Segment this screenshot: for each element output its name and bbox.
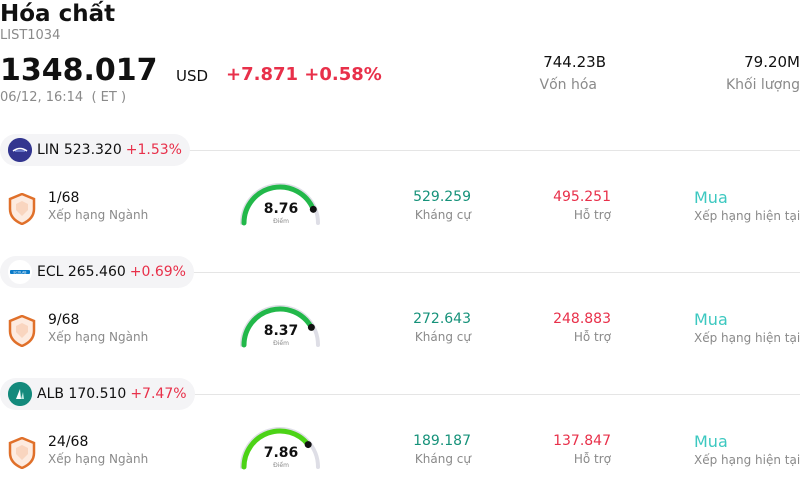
industry-rank: 9/68 xyxy=(48,312,80,328)
stock-row-alb[interactable]: 24/68 Xếp hạng Ngành 7.86 Điểm 189.187 K… xyxy=(0,425,800,485)
stock-ticker-price: ECL 265.460 xyxy=(37,264,126,280)
support-label: Hỗ trợ xyxy=(573,330,611,344)
resistance-value: 529.259 xyxy=(413,189,471,205)
current-rating-label: Xếp hạng hiện tại xyxy=(694,331,800,345)
industry-rank: 1/68 xyxy=(48,190,80,206)
score-label: Điểm xyxy=(273,462,289,469)
stock-ticker-price: LIN 523.320 xyxy=(37,142,122,158)
stock-change-pct: +1.53% xyxy=(125,142,182,158)
current-rating-label: Xếp hạng hiện tại xyxy=(694,209,800,223)
section-divider xyxy=(0,150,800,151)
rank-shield-icon xyxy=(8,315,36,347)
current-rating-label: Xếp hạng hiện tại xyxy=(694,453,800,467)
industry-rank-label: Xếp hạng Ngành xyxy=(48,452,149,466)
stock-row-ecl[interactable]: 9/68 Xếp hạng Ngành 8.37 Điểm 272.643 Kh… xyxy=(0,303,800,363)
volume-label: Khối lượng xyxy=(725,77,800,93)
score-gauge-arc xyxy=(241,428,311,470)
stock-change-pct: +7.47% xyxy=(130,386,187,402)
support-label: Hỗ trợ xyxy=(573,208,611,222)
market-cap-value: 744.23B xyxy=(543,53,606,71)
index-code: LIST1034 xyxy=(0,28,61,43)
support-value: 495.251 xyxy=(553,189,611,205)
section-divider xyxy=(0,272,800,273)
albemarle-logo-icon xyxy=(8,382,32,406)
resistance-value: 272.643 xyxy=(413,311,471,327)
market-cap-label: Vốn hóa xyxy=(539,77,597,93)
score-gauge xyxy=(240,305,320,348)
support-value: 137.847 xyxy=(553,433,611,449)
industry-rank: 24/68 xyxy=(48,434,89,450)
score-gauge xyxy=(240,183,320,226)
current-rating: Mua xyxy=(694,432,728,451)
score-gauge-arc xyxy=(241,306,314,348)
score-gauge xyxy=(240,427,320,470)
industry-rank-label: Xếp hạng Ngành xyxy=(48,330,149,344)
page-title: Hóa chất xyxy=(0,1,116,27)
section-divider xyxy=(0,394,800,395)
score-value: 7.86 xyxy=(263,445,299,461)
score-label: Điểm xyxy=(273,218,289,225)
timestamp: 06/12, 16:14 ( ET ) xyxy=(0,90,127,105)
stock-row-lin[interactable]: 1/68 Xếp hạng Ngành 8.76 Điểm 529.259 Kh… xyxy=(0,181,800,241)
resistance-label: Kháng cự xyxy=(414,452,471,466)
linde-logo-icon xyxy=(8,138,32,162)
price-change: +7.871 +0.58% xyxy=(226,64,382,85)
resistance-value: 189.187 xyxy=(413,433,471,449)
stock-pill-alb[interactable]: ALB 170.510 +7.47% xyxy=(0,378,195,410)
score-value: 8.37 xyxy=(263,323,299,339)
rank-shield-icon xyxy=(8,437,36,469)
industry-rank-label: Xếp hạng Ngành xyxy=(48,208,149,222)
index-price: 1348.017 xyxy=(0,53,158,88)
resistance-label: Kháng cự xyxy=(414,208,471,222)
support-label: Hỗ trợ xyxy=(573,452,611,466)
stock-pill-ecl[interactable]: ECOLAB ECL 265.460 +0.69% xyxy=(0,256,194,288)
score-label: Điểm xyxy=(273,340,289,347)
score-gauge-marker xyxy=(304,441,312,449)
resistance-label: Kháng cự xyxy=(414,330,471,344)
ecolab-logo-icon: ECOLAB xyxy=(8,260,32,284)
currency-label: USD xyxy=(176,67,209,85)
rank-shield-icon xyxy=(8,193,36,225)
current-rating: Mua xyxy=(694,310,728,329)
svg-text:ECOLAB: ECOLAB xyxy=(14,270,27,274)
stock-pill-lin[interactable]: LIN 523.320 +1.53% xyxy=(0,134,190,166)
score-gauge-arc xyxy=(241,184,316,226)
volume-value: 79.20M xyxy=(744,53,800,71)
support-value: 248.883 xyxy=(553,311,611,327)
score-gauge-marker xyxy=(307,323,315,331)
score-value: 8.76 xyxy=(263,201,299,217)
stock-change-pct: +0.69% xyxy=(129,264,186,280)
stock-ticker-price: ALB 170.510 xyxy=(37,386,127,402)
current-rating: Mua xyxy=(694,188,728,207)
score-gauge-marker xyxy=(309,205,317,213)
